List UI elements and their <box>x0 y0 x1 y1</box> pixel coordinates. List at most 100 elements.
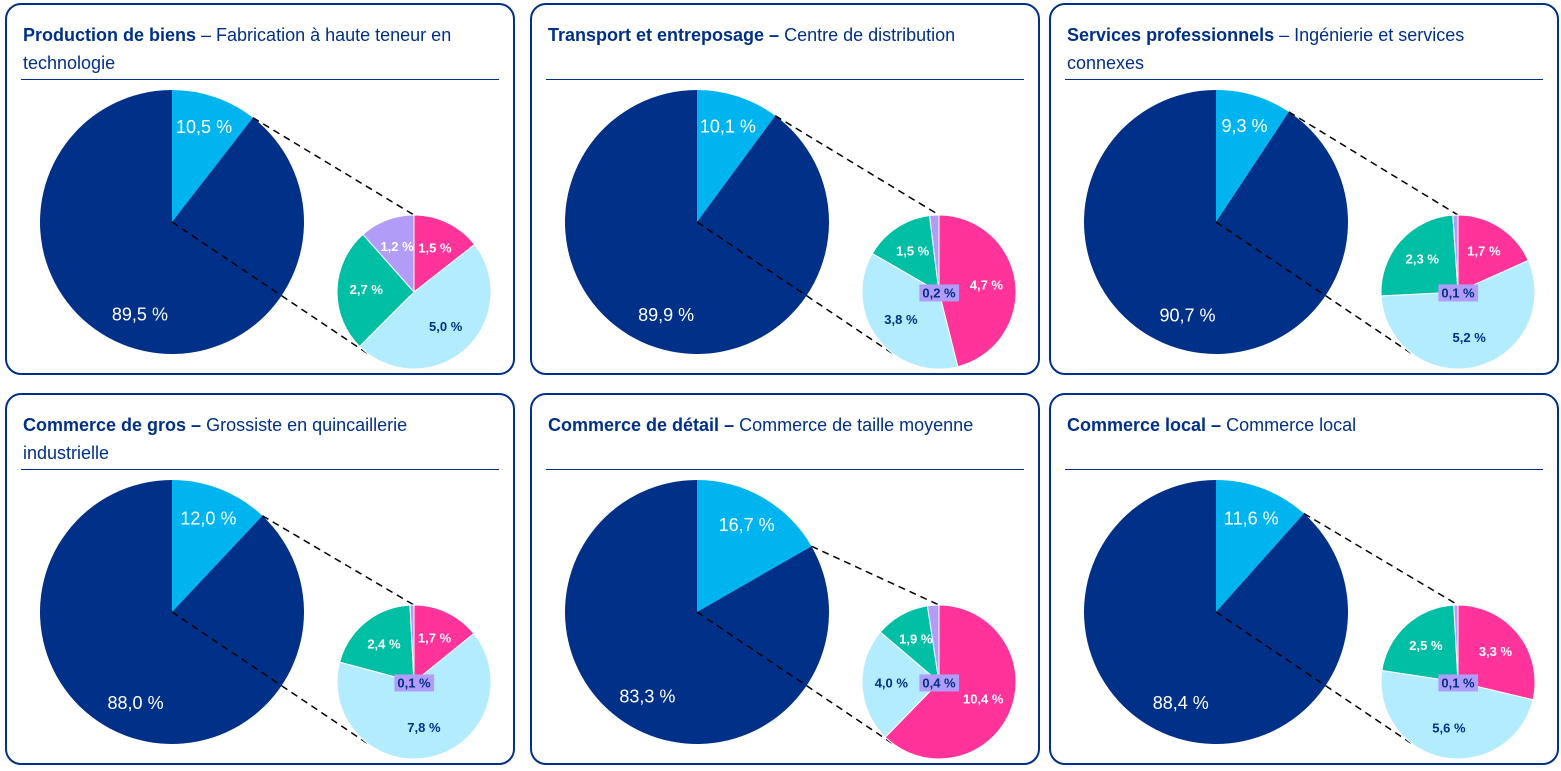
connector <box>811 545 940 606</box>
secondary-label: 10,4 % <box>963 691 1004 706</box>
secondary-label-group: 2,5 % <box>1409 638 1443 653</box>
main-slice <box>697 90 776 222</box>
secondary-slice <box>1381 604 1459 683</box>
secondary-label: 0,2 % <box>922 285 956 300</box>
main-label: 12,0 % <box>180 509 236 529</box>
secondary-slice <box>358 243 492 370</box>
secondary-slice <box>861 631 940 738</box>
chart: 10,1 % 89,9 % 4,7 % 3,8 % 1,5 % 0,2 % <box>565 90 1017 370</box>
secondary-label-group: 0,4 % <box>919 674 960 692</box>
secondary-label: 5,6 % <box>1432 720 1466 735</box>
secondary-label-group: 1,7 % <box>1467 243 1501 258</box>
title-rule <box>1065 469 1543 470</box>
secondary-label: 2,7 % <box>350 282 384 297</box>
secondary-slice <box>861 252 959 370</box>
secondary-slice <box>409 604 415 683</box>
connector <box>696 221 896 356</box>
secondary-label-group: 1,5 % <box>896 244 930 259</box>
chart-panel: Transport et entreposage – Centre de dis… <box>530 3 1040 375</box>
secondary-label: 2,4 % <box>367 636 401 651</box>
title-bold: Services professionnels <box>1067 25 1275 45</box>
secondary-slice <box>413 604 475 684</box>
secondary-label-group: 4,7 % <box>970 278 1004 293</box>
connector <box>1303 512 1459 606</box>
main-label: 88,0 % <box>108 693 164 713</box>
secondary-label-group: 5,0 % <box>429 319 463 334</box>
title-rest: Commerce de taille moyenne <box>739 415 974 435</box>
secondary-slice <box>362 214 415 294</box>
connector <box>1215 611 1415 746</box>
panel-title: Commerce local – Commerce local <box>1067 411 1527 439</box>
connector <box>1288 111 1459 216</box>
main-label: 90,7 % <box>1159 306 1215 326</box>
secondary-slice <box>1380 214 1459 297</box>
secondary-label-group: 0,1 % <box>1438 284 1479 302</box>
connector <box>171 611 371 746</box>
title-rest: – Ingénierie et services connexes <box>1067 25 1465 73</box>
main-slice <box>1216 480 1304 612</box>
secondary-slice <box>336 632 492 760</box>
title-rule <box>21 79 499 80</box>
label-box <box>1438 674 1479 692</box>
main-label: 9,3 % <box>1221 116 1267 136</box>
secondary-label-group: 1,5 % <box>418 241 452 256</box>
secondary-label: 7,8 % <box>407 720 441 735</box>
secondary-label: 1,9 % <box>899 632 933 647</box>
secondary-label: 1,5 % <box>896 244 930 259</box>
secondary-slice <box>336 233 415 348</box>
title-rule <box>546 469 1024 470</box>
chart-panel: Commerce local – Commerce local 11,6 % 88,… <box>1049 393 1559 765</box>
chart-panel: Services professionnels – Ingénierie et … <box>1049 3 1559 375</box>
panel-title: Commerce de gros – Grossiste en quincail… <box>23 411 483 467</box>
title-rest: Centre de distribution <box>784 25 956 45</box>
panel-title: Services professionnels – Ingénierie et … <box>1067 21 1527 77</box>
connector <box>261 515 415 606</box>
title-rule <box>21 469 499 470</box>
secondary-label: 1,7 % <box>418 630 452 645</box>
label-box <box>394 674 435 692</box>
secondary-label: 5,2 % <box>1453 330 1487 345</box>
panel-title: Production de biens – Fabrication à haut… <box>23 21 483 77</box>
chart: 12,0 % 88,0 % 1,7 % 7,8 % 2,4 % 0,1 % <box>40 480 492 760</box>
secondary-label-group: 2,7 % <box>350 282 384 297</box>
secondary-label-group: 5,6 % <box>1432 720 1466 735</box>
title-rest: – Fabrication à haute teneur en technolo… <box>23 25 452 73</box>
secondary-label: 0,4 % <box>922 675 956 690</box>
secondary-label: 0,1 % <box>397 675 431 690</box>
secondary-label-group: 7,8 % <box>407 720 441 735</box>
chart: 9,3 % 90,7 % 1,7 % 5,2 % 2,3 % 0,1 % <box>1084 90 1536 370</box>
secondary-slice <box>1452 214 1459 293</box>
chart: 16,7 % 83,3 % 10,4 % 4,0 % 1,9 % 0,4 % <box>565 480 1017 760</box>
title-bold: Commerce de détail – <box>548 415 735 435</box>
connector <box>252 117 415 216</box>
secondary-label: 0,1 % <box>1441 285 1475 300</box>
secondary-label-group: 2,4 % <box>367 636 401 651</box>
secondary-label-group: 5,2 % <box>1453 330 1487 345</box>
secondary-label-group: 2,3 % <box>1406 252 1440 267</box>
secondary-slice <box>1380 259 1536 370</box>
secondary-label-group: 3,3 % <box>1479 644 1513 659</box>
secondary-label: 1,5 % <box>418 241 452 256</box>
main-slice <box>172 90 253 222</box>
secondary-label-group: 0,1 % <box>1438 674 1479 692</box>
secondary-label-group: 10,4 % <box>963 691 1004 706</box>
secondary-label-group: 1,9 % <box>899 632 933 647</box>
main-slice <box>172 480 263 612</box>
chart: 11,6 % 88,4 % 3,3 % 5,6 % 2,5 % 0,1 % <box>1084 480 1536 760</box>
title-bold: Commerce local – <box>1067 415 1222 435</box>
chart: 10,5 % 89,5 % 1,5 % 5,0 % 2,7 % 1,2 % <box>40 90 492 370</box>
secondary-slice <box>926 604 940 683</box>
label-box <box>1438 284 1479 302</box>
title-rule <box>1065 79 1543 80</box>
title-bold: Transport et entreposage – <box>548 25 780 45</box>
secondary-label-group: 4,0 % <box>875 676 909 691</box>
main-label: 83,3 % <box>619 686 675 706</box>
secondary-slice <box>339 604 415 683</box>
secondary-slice <box>1453 604 1459 683</box>
connector <box>171 221 371 356</box>
secondary-label: 3,8 % <box>884 312 918 327</box>
secondary-label-group: 1,7 % <box>418 630 452 645</box>
chart-panel: Commerce de gros – Grossiste en quincail… <box>5 393 515 765</box>
secondary-slice <box>1380 669 1534 760</box>
